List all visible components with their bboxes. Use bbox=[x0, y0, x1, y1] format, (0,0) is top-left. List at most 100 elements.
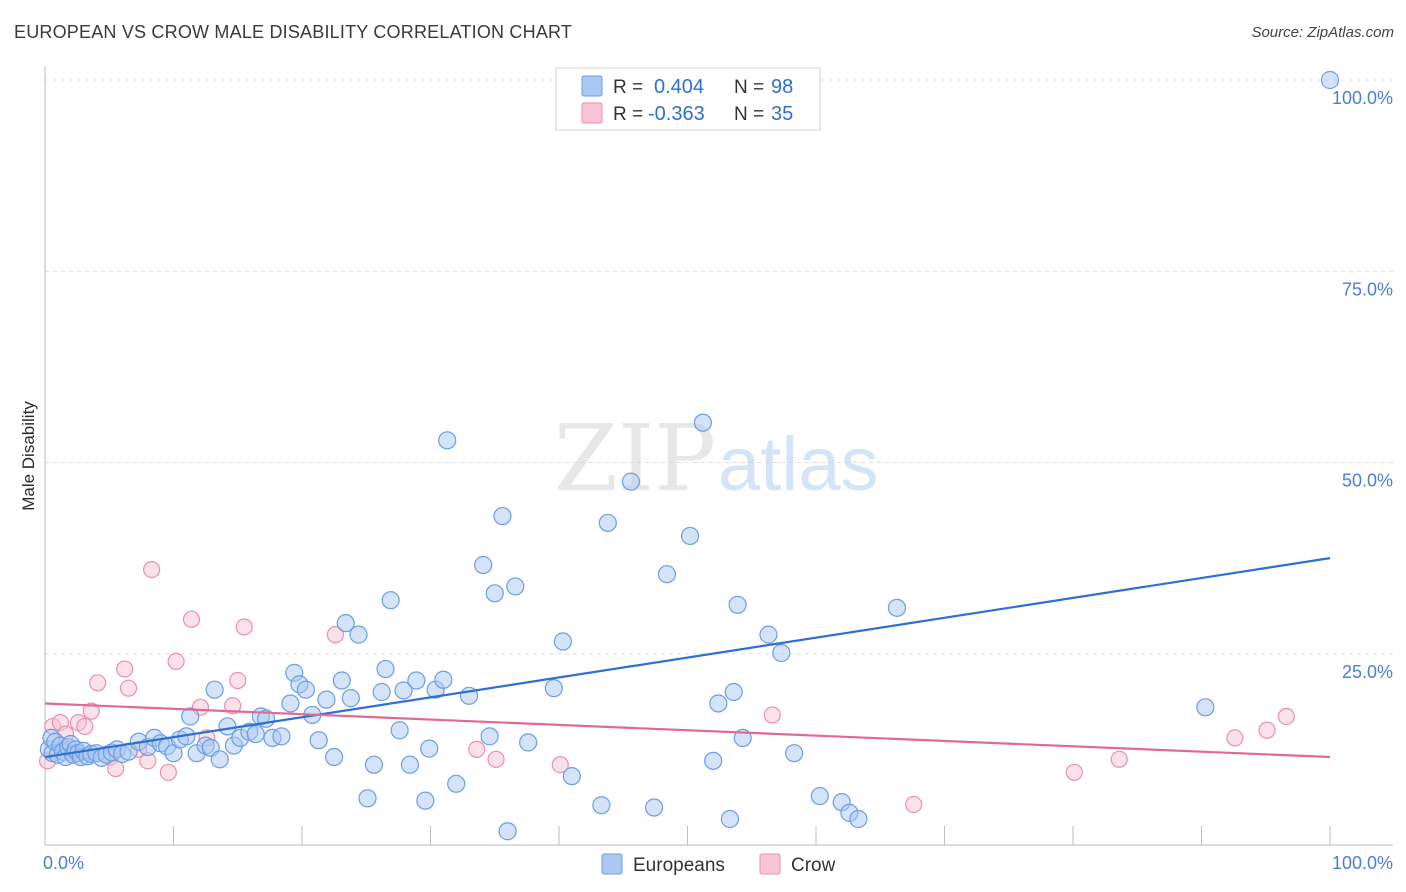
europeans-point bbox=[381, 591, 400, 610]
crow-point bbox=[82, 702, 100, 720]
europeans-point bbox=[325, 747, 344, 767]
axes bbox=[44, 66, 1393, 846]
europeans-point bbox=[281, 694, 300, 713]
europeans-point bbox=[246, 724, 265, 744]
legend-r-value: 0.404 bbox=[654, 76, 704, 98]
tick-labels: 25.0% 50.0% 75.0% 100.0% 0.0% 100.0% bbox=[43, 88, 1393, 873]
crow-point bbox=[159, 763, 177, 781]
legend-r-label: R = bbox=[613, 104, 643, 125]
crow-point bbox=[143, 560, 161, 579]
europeans-point bbox=[544, 679, 563, 698]
europeans-point bbox=[693, 413, 713, 432]
europeans-point bbox=[480, 727, 499, 746]
crow-point bbox=[235, 618, 253, 636]
europeans-point bbox=[724, 682, 743, 702]
legend-n-label: N = bbox=[734, 104, 764, 125]
europeans-point bbox=[562, 767, 581, 786]
watermark: ZIP atlas bbox=[554, 405, 879, 512]
europeans-point bbox=[657, 565, 677, 584]
europeans-point bbox=[434, 670, 453, 689]
page-title: EUROPEAN VS CROW MALE DISABILITY CORRELA… bbox=[14, 22, 573, 42]
europeans-point bbox=[416, 791, 435, 810]
europeans-point bbox=[394, 681, 413, 700]
europeans-point bbox=[680, 526, 700, 546]
europeans-point bbox=[390, 721, 409, 740]
legend-n-value: 35 bbox=[771, 103, 793, 125]
legend-n-label: N = bbox=[734, 77, 764, 98]
europeans-point bbox=[420, 739, 439, 758]
europeans-point bbox=[785, 744, 804, 763]
crow-point bbox=[1258, 721, 1276, 739]
crow-point bbox=[116, 660, 134, 678]
crow-point bbox=[182, 610, 201, 628]
europeans-point bbox=[810, 786, 829, 806]
crow-point bbox=[763, 706, 781, 724]
europeans-point bbox=[474, 555, 493, 575]
y-tick-label: 100.0% bbox=[1332, 88, 1393, 108]
crow-point bbox=[1065, 763, 1083, 781]
crow-point bbox=[487, 750, 505, 768]
crow-point bbox=[326, 626, 345, 644]
legend-r-value: -0.363 bbox=[648, 103, 705, 125]
crow-point bbox=[1277, 707, 1295, 726]
europeans-point bbox=[341, 689, 360, 708]
europeans-point bbox=[553, 632, 572, 651]
y-tick-label: 75.0% bbox=[1342, 279, 1393, 299]
europeans-point bbox=[317, 690, 336, 709]
crow-point bbox=[551, 756, 569, 774]
europeans-point bbox=[849, 809, 868, 829]
europeans-point bbox=[181, 707, 200, 726]
y-tick-label: 25.0% bbox=[1342, 662, 1393, 682]
europeans-point bbox=[506, 577, 525, 596]
europeans-point bbox=[485, 584, 504, 603]
y-axis-label: Male Disability bbox=[19, 401, 38, 511]
europeans-point bbox=[376, 659, 395, 679]
europeans-point bbox=[759, 625, 778, 644]
bottom-legend-europeans-swatch bbox=[601, 853, 623, 875]
bottom-legend: Europeans Crow bbox=[601, 853, 836, 876]
europeans-point bbox=[644, 798, 664, 817]
europeans-point bbox=[447, 774, 466, 793]
europeans-point bbox=[887, 598, 907, 617]
europeans-point bbox=[205, 680, 224, 699]
crow-point bbox=[224, 697, 242, 715]
europeans-point bbox=[1320, 70, 1340, 90]
europeans-point bbox=[332, 671, 351, 690]
legend-r-label: R = bbox=[613, 77, 643, 98]
grid-lines bbox=[45, 79, 1393, 655]
crow-point bbox=[76, 717, 94, 736]
europeans-point bbox=[407, 671, 426, 690]
legend-europeans-swatch bbox=[581, 75, 603, 97]
y-tick-label: 50.0% bbox=[1342, 471, 1393, 491]
legend-n-value: 98 bbox=[771, 76, 793, 98]
europeans-point bbox=[438, 431, 457, 450]
europeans-point bbox=[296, 680, 315, 699]
europeans-point bbox=[336, 614, 355, 633]
europeans-point bbox=[1196, 698, 1215, 717]
bottom-legend-crow: Crow bbox=[791, 855, 836, 876]
europeans-trend-line bbox=[44, 557, 1331, 759]
x-tick-label: 100.0% bbox=[1332, 853, 1393, 873]
europeans-point bbox=[621, 472, 641, 491]
crow-point bbox=[468, 740, 486, 758]
europeans-point bbox=[364, 755, 384, 774]
europeans-point bbox=[592, 796, 611, 815]
europeans-point bbox=[720, 809, 740, 829]
europeans-point bbox=[498, 822, 517, 841]
watermark-atlas: atlas bbox=[718, 422, 879, 507]
europeans-point bbox=[309, 731, 328, 750]
europeans-point bbox=[493, 506, 512, 526]
crow-points bbox=[38, 560, 1295, 814]
x-tick-label: 0.0% bbox=[43, 853, 84, 873]
bottom-legend-europeans: Europeans bbox=[633, 855, 725, 876]
crow-point bbox=[89, 674, 107, 692]
trend-lines bbox=[44, 557, 1331, 759]
crow-point bbox=[905, 795, 923, 814]
europeans-point bbox=[704, 751, 723, 770]
europeans-point bbox=[772, 643, 791, 663]
europeans-point bbox=[210, 750, 229, 769]
europeans-point bbox=[349, 625, 368, 644]
watermark-zip: ZIP bbox=[554, 405, 716, 512]
europeans-point bbox=[728, 595, 747, 614]
